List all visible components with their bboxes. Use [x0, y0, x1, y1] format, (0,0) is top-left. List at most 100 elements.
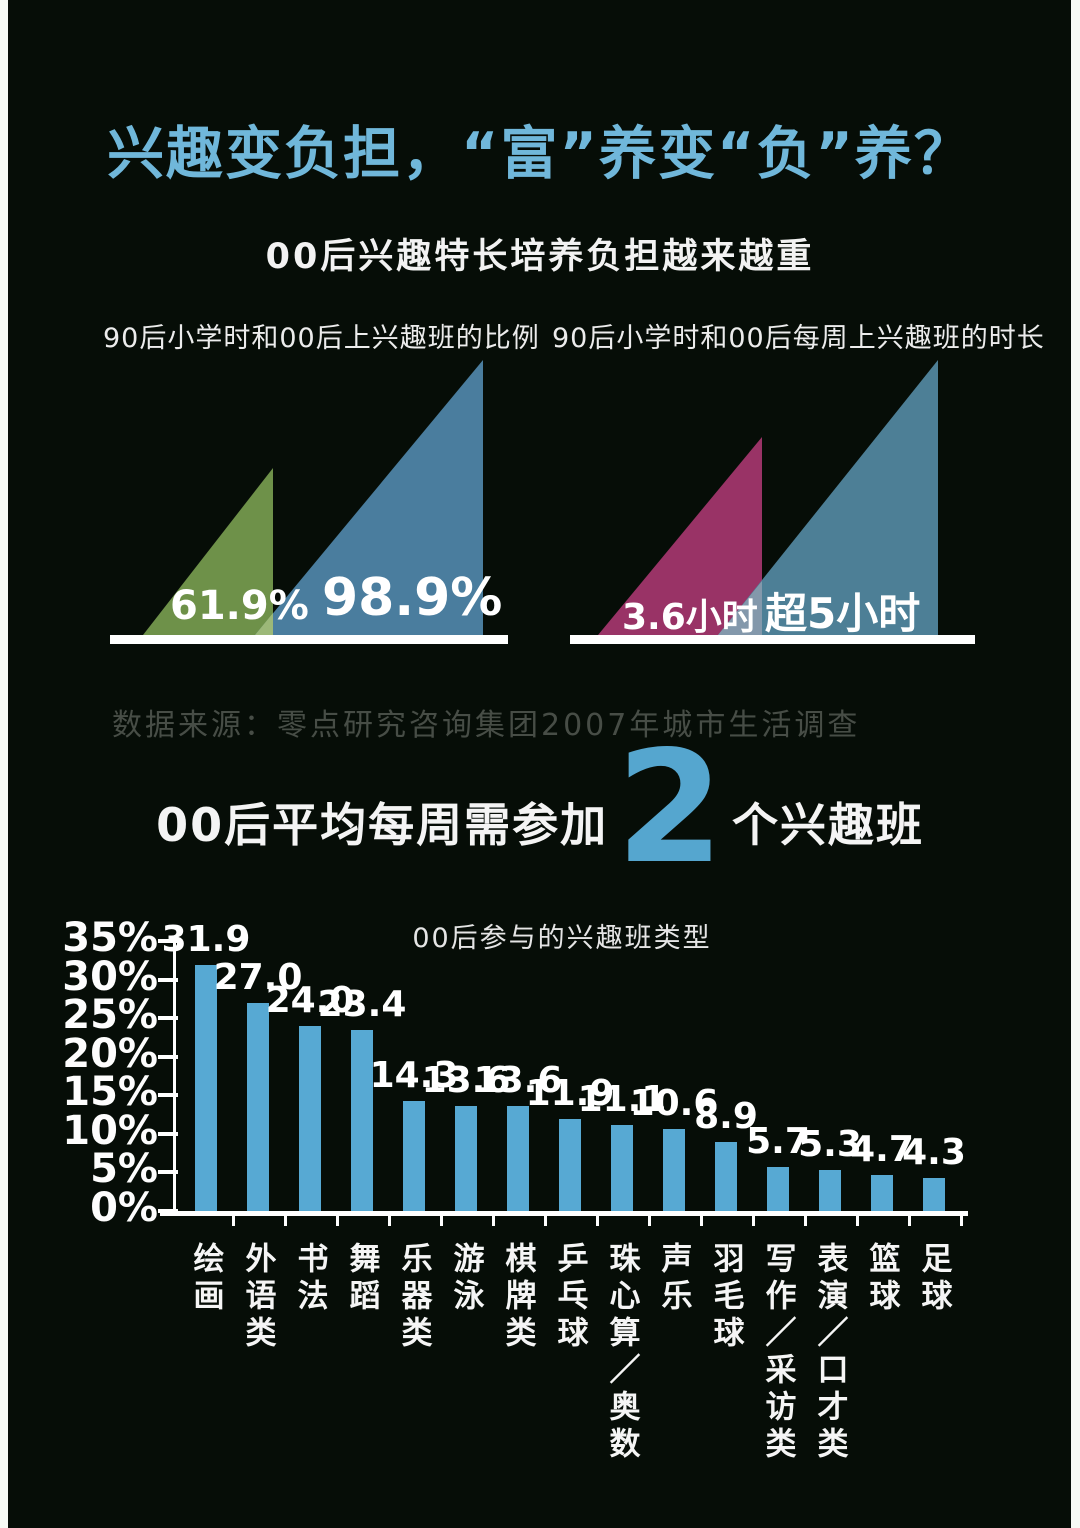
- y-axis-label: 15%: [62, 1069, 158, 1115]
- bar-value-label: 11.9: [525, 1073, 615, 1114]
- x-category-label: 乒乓球: [551, 1242, 588, 1353]
- triangle-chart-left-title: 90后小学时和00后上兴趣班的比例: [103, 323, 540, 354]
- bar-value-label: 13.6: [473, 1060, 563, 1101]
- x-category-label: 棋牌类: [499, 1242, 536, 1353]
- bar-value-label: 24.0: [265, 980, 355, 1021]
- right-edge-strip: [1071, 0, 1080, 1528]
- x-category-label: 绘画: [187, 1242, 224, 1316]
- bar: [559, 1119, 581, 1211]
- page-subtitle: 00后兴趣特长培养负担越来越重: [265, 237, 815, 277]
- x-category-label: 珠心算／奥数: [603, 1242, 640, 1464]
- y-axis-tick: [158, 978, 178, 982]
- bar-value-label: 4.7: [850, 1129, 914, 1170]
- y-axis-label: 20%: [62, 1031, 158, 1077]
- x-axis-tick: [804, 1216, 807, 1226]
- y-axis-tick: [158, 1016, 178, 1020]
- x-axis-tick: [336, 1216, 339, 1226]
- bar: [923, 1178, 945, 1211]
- x-category-label: 声乐: [655, 1242, 692, 1316]
- bar: [247, 1003, 269, 1211]
- x-axis-tick: [648, 1216, 651, 1226]
- bar: [507, 1106, 529, 1211]
- bar-value-label: 5.7: [746, 1121, 810, 1162]
- blue-triangle-00hou: [255, 360, 483, 635]
- y-axis-label: 25%: [62, 992, 158, 1038]
- bar-value-label: 27.0: [213, 957, 303, 998]
- overlap-left: [255, 613, 273, 635]
- x-axis-tick: [284, 1216, 287, 1226]
- bar-value-label: 5.3: [798, 1124, 862, 1165]
- y-axis-line: [173, 938, 176, 1215]
- y-axis-tick: [158, 1170, 178, 1174]
- bar-value-label: 13.6: [421, 1060, 511, 1101]
- x-category-label: 表演／口才类: [811, 1242, 848, 1464]
- x-category-label: 篮球: [863, 1242, 900, 1316]
- y-axis-label: 30%: [62, 954, 158, 1000]
- x-category-label: 足球: [915, 1242, 952, 1316]
- y-axis-label: 0%: [90, 1185, 158, 1231]
- x-axis-tick: [232, 1216, 235, 1226]
- bar: [715, 1142, 737, 1211]
- x-axis-tick: [752, 1216, 755, 1226]
- value-00hou-ratio: 98.9%: [322, 568, 503, 628]
- bar-value-label: 31.9: [161, 919, 251, 960]
- x-axis-tick: [544, 1216, 547, 1226]
- headline-big-number: 2: [616, 717, 724, 898]
- y-axis-label: 35%: [62, 915, 158, 961]
- bar: [351, 1030, 373, 1211]
- bar-value-label: 4.3: [902, 1132, 966, 1173]
- bar: [195, 965, 217, 1211]
- bar: [871, 1175, 893, 1211]
- overlap-right: [718, 581, 762, 635]
- bar: [299, 1026, 321, 1211]
- value-00hou-hours: 超5小时: [765, 589, 921, 638]
- bar-chart-title: 00后参与的兴趣班类型: [412, 923, 712, 954]
- data-source-note: 数据来源：零点研究咨询集团2007年城市生活调查: [112, 708, 861, 743]
- headline-prefix: 00后平均每周需参加: [156, 797, 609, 852]
- bar: [767, 1167, 789, 1211]
- y-axis-label: 10%: [62, 1108, 158, 1154]
- x-axis-tick: [960, 1216, 963, 1226]
- x-category-label: 乐器类: [395, 1242, 432, 1353]
- x-category-label: 羽毛球: [707, 1242, 744, 1353]
- bar-value-label: 8.9: [694, 1096, 758, 1137]
- x-axis-tick: [700, 1216, 703, 1226]
- left-edge-strip: [0, 0, 8, 1528]
- baseline-right: [570, 635, 975, 644]
- y-axis-tick: [158, 1055, 178, 1059]
- headline-suffix: 个兴趣班: [731, 797, 924, 852]
- bar: [611, 1125, 633, 1211]
- y-axis-label: 5%: [90, 1146, 158, 1192]
- x-category-label: 书法: [291, 1242, 328, 1316]
- x-axis-tick: [492, 1216, 495, 1226]
- x-axis-tick: [388, 1216, 391, 1226]
- x-category-label: 写作／采访类: [759, 1242, 796, 1464]
- magenta-triangle-90hou: [598, 437, 762, 635]
- x-axis-line: [160, 1211, 968, 1216]
- bar-value-label: 11.1: [577, 1079, 667, 1120]
- green-triangle-90hou: [143, 468, 273, 635]
- triangle-charts-canvas: [110, 360, 975, 644]
- bar-value-label: 14.3: [369, 1055, 459, 1096]
- x-axis-tick: [440, 1216, 443, 1226]
- bar: [663, 1129, 685, 1211]
- baseline-left: [110, 635, 508, 644]
- y-axis-tick: [158, 1132, 178, 1136]
- blue-triangle-00hou-hours: [718, 360, 938, 635]
- page-title: 兴趣变负担，“富”养变“负”养？: [107, 121, 973, 187]
- triangle-chart-right-title: 90后小学时和00后每周上兴趣班的时长: [552, 323, 1045, 354]
- bar-value-label: 10.6: [629, 1083, 719, 1124]
- x-category-label: 游泳: [447, 1242, 484, 1316]
- section2-headline: 00后平均每周需参加 2 个兴趣班: [0, 717, 1080, 898]
- bar: [819, 1170, 841, 1211]
- y-axis-tick: [158, 939, 178, 943]
- y-axis-tick: [158, 1093, 178, 1097]
- bar: [455, 1106, 477, 1211]
- x-axis-tick: [856, 1216, 859, 1226]
- value-90hou-ratio: 61.9%: [170, 583, 309, 629]
- bar: [403, 1101, 425, 1211]
- value-90hou-hours: 3.6小时: [622, 597, 758, 638]
- x-axis-tick: [908, 1216, 911, 1226]
- bar-value-label: 23.4: [317, 984, 407, 1025]
